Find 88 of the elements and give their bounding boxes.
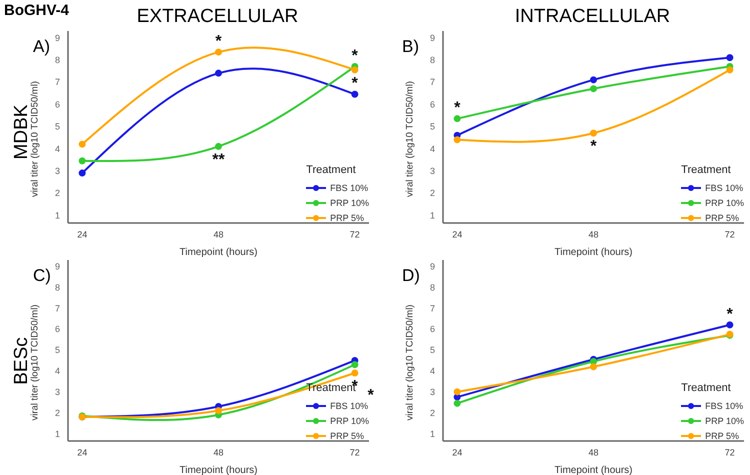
y-tick-label: 9 — [54, 261, 60, 272]
x-axis-title: Timepoint (hours) — [554, 247, 632, 258]
y-tick-label: 7 — [430, 77, 435, 88]
y-tick-label: 3 — [54, 166, 60, 176]
y-axis-title: viral titer (log10 TCID50/ml) — [404, 81, 416, 197]
legend-label: PRP 10% — [704, 196, 744, 210]
legend-label: PRP 10% — [329, 196, 369, 210]
y-tick-label: 3 — [54, 387, 60, 398]
annotation: * — [454, 100, 462, 117]
y-tick-label: 8 — [430, 55, 435, 66]
text: EXTRACELLULAR — [136, 6, 298, 27]
x-axis-title: Timepoint (hours) — [554, 465, 632, 475]
x-axis-title: Timepoint (hours) — [180, 247, 258, 258]
y-tick-label: 1 — [54, 428, 60, 439]
x-tick-label: 48 — [213, 229, 224, 240]
chart-title: B) — [402, 37, 419, 57]
y-tick-label: 5 — [430, 122, 435, 132]
y-tick-label: 1 — [430, 428, 435, 439]
legend-label: FBS 10% — [329, 400, 369, 412]
y-tick-label: 7 — [54, 303, 60, 314]
annotation: * — [368, 386, 375, 404]
legend-label: PRP 5% — [704, 212, 740, 224]
legend-title: Treatment — [306, 164, 357, 176]
x-tick-label: 48 — [588, 229, 599, 240]
y-tick-label: 1 — [54, 210, 60, 220]
x-tick-label: 72 — [350, 229, 360, 240]
y-tick-label: 2 — [430, 408, 435, 418]
x-tick-label: 72 — [724, 447, 735, 458]
x-tick-label: 24 — [452, 447, 462, 458]
x-tick-label: 72 — [350, 447, 360, 458]
text: BESc — [11, 337, 32, 385]
y-tick-label: 2 — [54, 408, 60, 418]
chart-title: D) — [402, 266, 420, 286]
y-tick-label: 2 — [54, 188, 60, 198]
y-tick-label: 7 — [430, 303, 435, 314]
y-tick-label: 8 — [430, 282, 435, 292]
y-tick-label: 4 — [430, 366, 435, 376]
text: INTRACELLULAR — [514, 6, 672, 28]
y-axis-title: viral titer (log10 TCID50/ml) — [404, 304, 416, 420]
y-tick-label: 9 — [430, 261, 435, 272]
y-tick-label: 3 — [430, 166, 435, 176]
y-tick-label: 8 — [54, 55, 60, 66]
x-tick-label: 48 — [213, 447, 224, 458]
y-tick-label: 9 — [430, 32, 435, 43]
annotation: ** — [212, 151, 226, 168]
legend-label: PRP 10% — [704, 414, 744, 428]
y-tick-label: 5 — [54, 345, 60, 356]
annotation: * — [352, 48, 359, 65]
annotation: * — [726, 306, 734, 323]
legend-label: PRP 10% — [329, 414, 369, 428]
y-tick-label: 4 — [54, 144, 60, 154]
x-axis-title: Timepoint (hours) — [180, 465, 258, 475]
legend-label: FBS 10% — [704, 182, 744, 194]
x-tick-label: 24 — [452, 229, 462, 240]
legend-label: FBS 10% — [329, 182, 369, 194]
annotation: * — [352, 74, 359, 92]
legend-label: PRP 5% — [329, 212, 365, 224]
legend-title: Treatment — [681, 164, 732, 176]
y-tick-label: 6 — [54, 99, 60, 110]
chart-title: A) — [33, 37, 50, 57]
chart-title: C) — [33, 266, 51, 286]
y-tick-label: 3 — [430, 387, 435, 398]
y-tick-label: 6 — [54, 324, 60, 334]
y-tick-label: 6 — [430, 324, 435, 334]
legend-label: FBS 10% — [704, 400, 744, 412]
x-tick-label: 48 — [588, 447, 599, 458]
y-axis-title: viral titer (log10 TCID50/ml) — [29, 304, 40, 420]
y-tick-label: 7 — [54, 77, 60, 88]
x-tick-label: 72 — [724, 229, 735, 240]
y-tick-label: 8 — [54, 282, 60, 292]
y-tick-label: 4 — [54, 366, 60, 376]
x-tick-label: 24 — [77, 447, 88, 458]
x-tick-label: 24 — [77, 229, 88, 240]
y-tick-label: 2 — [430, 188, 435, 198]
y-tick-label: 6 — [430, 99, 435, 110]
legend-label: PRP 5% — [329, 430, 365, 442]
y-tick-label: 9 — [54, 32, 60, 43]
text: BoGHV-4 — [4, 2, 70, 19]
y-axis-title: viral titer (log10 TCID50/ml) — [29, 81, 40, 197]
y-tick-label: 4 — [430, 144, 435, 154]
y-tick-label: 1 — [430, 210, 435, 220]
text: MDBK — [11, 104, 32, 161]
annotation: * — [590, 138, 598, 156]
y-tick-label: 5 — [54, 122, 60, 132]
legend-label: PRP 5% — [704, 430, 740, 442]
annotation: * — [215, 33, 222, 50]
y-tick-label: 5 — [430, 345, 435, 356]
legend-title: Treatment — [681, 382, 732, 394]
